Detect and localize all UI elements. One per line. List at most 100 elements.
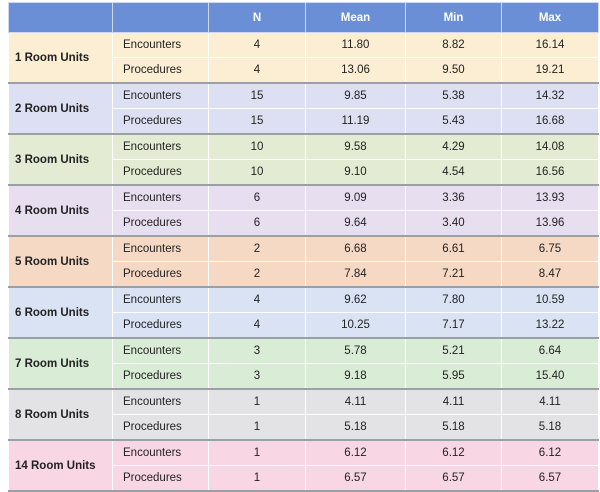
row-type-cell: Procedures xyxy=(112,414,209,441)
table-header: N Mean Min Max xyxy=(8,2,599,33)
min-cell: 5.18 xyxy=(405,414,502,441)
min-cell: 5.21 xyxy=(405,337,502,364)
mean-cell: 9.09 xyxy=(305,184,406,211)
header-blank-type xyxy=(112,2,209,33)
n-cell: 15 xyxy=(208,108,306,135)
mean-cell: 10.25 xyxy=(305,312,406,339)
min-cell: 9.50 xyxy=(405,57,502,84)
max-cell: 13.93 xyxy=(501,184,599,211)
mean-cell: 9.62 xyxy=(305,286,406,313)
max-cell: 13.22 xyxy=(501,312,599,339)
header-n: N xyxy=(208,2,306,33)
row-type-cell: Procedures xyxy=(112,363,209,390)
unit-label: 3 Room Units xyxy=(8,133,113,186)
min-cell: 5.95 xyxy=(405,363,502,390)
unit-label: 2 Room Units xyxy=(8,82,113,135)
row-group: 3 Room Units Encounters 10 9.58 4.29 14.08 Pro… xyxy=(8,133,599,186)
row-group: 1 Room Units Encounters 4 11.80 8.82 16.14 Pro… xyxy=(8,32,599,84)
n-cell: 3 xyxy=(208,363,306,390)
table-row: Procedures 4 13.06 9.50 19.21 xyxy=(8,57,599,84)
max-cell: 5.18 xyxy=(501,414,599,441)
n-cell: 2 xyxy=(208,235,306,262)
n-cell: 6 xyxy=(208,210,306,237)
max-cell: 16.68 xyxy=(501,108,599,135)
n-cell: 6 xyxy=(208,184,306,211)
row-type-cell: Encounters xyxy=(112,235,209,262)
max-cell: 6.75 xyxy=(501,235,599,262)
mean-cell: 9.85 xyxy=(305,82,406,109)
row-group: 4 Room Units Encounters 6 9.09 3.36 13.93 Proc… xyxy=(8,184,599,237)
n-cell: 1 xyxy=(208,414,306,441)
n-cell: 10 xyxy=(208,133,306,160)
mean-cell: 5.18 xyxy=(305,414,406,441)
table-row: 5 Room Units Encounters 2 6.68 6.61 6.75 xyxy=(8,235,599,288)
table-row: 7 Room Units Encounters 3 5.78 5.21 6.64 xyxy=(8,337,599,390)
min-cell: 7.21 xyxy=(405,261,502,288)
min-cell: 3.40 xyxy=(405,210,502,237)
row-group: 2 Room Units Encounters 15 9.85 5.38 14.32 Pro… xyxy=(8,82,599,135)
unit-label: 6 Room Units xyxy=(8,286,113,339)
unit-label: 14 Room Units xyxy=(8,439,113,492)
n-cell: 4 xyxy=(208,286,306,313)
row-group: 6 Room Units Encounters 4 9.62 7.80 10.59 Proc… xyxy=(8,286,599,339)
row-group: 7 Room Units Encounters 3 5.78 5.21 6.64 Proce… xyxy=(8,337,599,390)
mean-cell: 9.18 xyxy=(305,363,406,390)
min-cell: 4.11 xyxy=(405,388,502,415)
n-cell: 15 xyxy=(208,82,306,109)
row-group: 8 Room Units Encounters 1 4.11 4.11 4.11 Proce… xyxy=(8,388,599,441)
table-row: 8 Room Units Encounters 1 4.11 4.11 4.11 xyxy=(8,388,599,441)
max-cell: 14.08 xyxy=(501,133,599,160)
min-cell: 5.43 xyxy=(405,108,502,135)
room-units-stats-table: N Mean Min Max 1 Room Units Encounters 4 11… xyxy=(8,2,599,492)
max-cell: 10.59 xyxy=(501,286,599,313)
n-cell: 3 xyxy=(208,337,306,364)
mean-cell: 7.84 xyxy=(305,261,406,288)
row-type-cell: Procedures xyxy=(112,312,209,339)
mean-cell: 9.64 xyxy=(305,210,406,237)
stats-table-container: N Mean Min Max 1 Room Units Encounters 4 11… xyxy=(8,2,599,492)
header-mean: Mean xyxy=(305,2,406,33)
max-cell: 15.40 xyxy=(501,363,599,390)
row-type-cell: Procedures xyxy=(112,210,209,237)
unit-label: 8 Room Units xyxy=(8,388,113,441)
row-type-cell: Encounters xyxy=(112,82,209,109)
header-min: Min xyxy=(405,2,502,33)
min-cell: 3.36 xyxy=(405,184,502,211)
min-cell: 7.17 xyxy=(405,312,502,339)
min-cell: 7.80 xyxy=(405,286,502,313)
n-cell: 4 xyxy=(208,57,306,84)
row-type-cell: Encounters xyxy=(112,388,209,415)
n-cell: 1 xyxy=(208,465,306,492)
row-type-cell: Encounters xyxy=(112,337,209,364)
min-cell: 8.82 xyxy=(405,32,502,58)
table-row: 3 Room Units Encounters 10 9.58 4.29 14.08 xyxy=(8,133,599,186)
mean-cell: 11.80 xyxy=(305,32,406,58)
row-type-cell: Encounters xyxy=(112,286,209,313)
mean-cell: 4.11 xyxy=(305,388,406,415)
min-cell: 6.61 xyxy=(405,235,502,262)
n-cell: 2 xyxy=(208,261,306,288)
row-type-cell: Procedures xyxy=(112,465,209,492)
unit-label: 5 Room Units xyxy=(8,235,113,288)
n-cell: 1 xyxy=(208,388,306,415)
min-cell: 4.29 xyxy=(405,133,502,160)
mean-cell: 13.06 xyxy=(305,57,406,84)
table-row: 1 Room Units Encounters 4 11.80 8.82 16.14 xyxy=(8,32,599,84)
header-row: N Mean Min Max xyxy=(8,2,599,33)
row-type-cell: Encounters xyxy=(112,133,209,160)
row-group: 14 Room Units Encounters 1 6.12 6.12 6.12 Proc… xyxy=(8,439,599,492)
row-type-cell: Procedures xyxy=(112,261,209,288)
unit-label: 4 Room Units xyxy=(8,184,113,237)
row-group: 5 Room Units Encounters 2 6.68 6.61 6.75 Proce… xyxy=(8,235,599,288)
unit-label: 7 Room Units xyxy=(8,337,113,390)
max-cell: 14.32 xyxy=(501,82,599,109)
header-blank-unit xyxy=(8,2,113,33)
row-type-cell: Encounters xyxy=(112,184,209,211)
table-row: 4 Room Units Encounters 6 9.09 3.36 13.93 xyxy=(8,184,599,237)
row-type-cell: Procedures xyxy=(112,108,209,135)
mean-cell: 5.78 xyxy=(305,337,406,364)
row-type-cell: Encounters xyxy=(112,32,209,58)
max-cell: 6.57 xyxy=(501,465,599,492)
table-row: 6 Room Units Encounters 4 9.62 7.80 10.59 xyxy=(8,286,599,339)
mean-cell: 9.10 xyxy=(305,159,406,186)
